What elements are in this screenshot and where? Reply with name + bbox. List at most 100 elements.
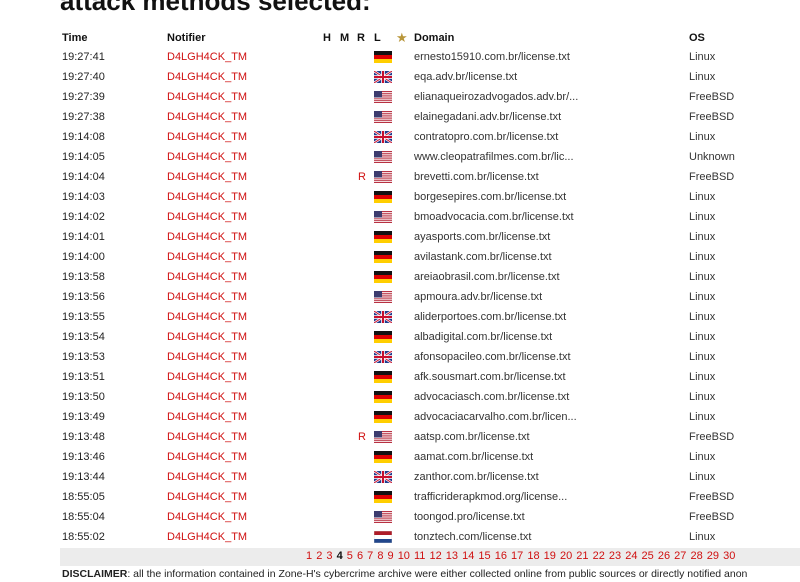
- page-link-20[interactable]: 20: [559, 550, 573, 562]
- page-link-2[interactable]: 2: [316, 550, 323, 562]
- column-header-os[interactable]: OS: [689, 32, 705, 44]
- row-notifier-link[interactable]: D4LGH4CK_TM: [167, 491, 297, 503]
- row-notifier-link[interactable]: D4LGH4CK_TM: [167, 511, 297, 523]
- page-link-10[interactable]: 10: [397, 550, 410, 562]
- page-link-22[interactable]: 22: [592, 550, 605, 562]
- notifier-link-text[interactable]: D4LGH4CK_TM: [167, 351, 248, 363]
- column-header-time[interactable]: Time: [62, 32, 88, 44]
- row-notifier-link[interactable]: D4LGH4CK_TM: [167, 91, 297, 103]
- page-link-9[interactable]: 9: [387, 550, 394, 562]
- row-notifier-link[interactable]: D4LGH4CK_TM: [167, 231, 297, 243]
- page-link-15[interactable]: 15: [478, 550, 491, 562]
- row-notifier-link[interactable]: D4LGH4CK_TM: [167, 291, 297, 303]
- notifier-link-text[interactable]: D4LGH4CK_TM: [167, 151, 248, 163]
- notifier-link-text[interactable]: D4LGH4CK_TM: [167, 411, 248, 423]
- page-link-16[interactable]: 16: [494, 550, 507, 562]
- row-notifier-link[interactable]: D4LGH4CK_TM: [167, 271, 297, 283]
- notifier-link-text[interactable]: D4LGH4CK_TM: [167, 91, 248, 103]
- row-notifier-link[interactable]: D4LGH4CK_TM: [167, 411, 297, 423]
- page-link-18[interactable]: 18: [527, 550, 540, 562]
- notifier-link-text[interactable]: D4LGH4CK_TM: [167, 111, 248, 123]
- notifier-link-text[interactable]: D4LGH4CK_TM: [167, 51, 248, 63]
- column-header-notifier[interactable]: Notifier: [167, 32, 206, 44]
- row-notifier-link[interactable]: D4LGH4CK_TM: [167, 331, 297, 343]
- page-link-21[interactable]: 21: [576, 550, 589, 562]
- page-link-30[interactable]: 30: [723, 550, 736, 562]
- row-notifier-link[interactable]: D4LGH4CK_TM: [167, 451, 297, 463]
- row-time: 19:13:44: [62, 471, 105, 483]
- notifier-link-text[interactable]: D4LGH4CK_TM: [167, 271, 248, 283]
- notifier-link-text[interactable]: D4LGH4CK_TM: [167, 371, 248, 383]
- page-link-12[interactable]: 12: [429, 550, 442, 562]
- notifier-link-text[interactable]: D4LGH4CK_TM: [167, 331, 248, 343]
- page-link-24[interactable]: 24: [625, 550, 638, 562]
- row-redefacement-flag: R: [358, 431, 366, 443]
- page-link-3[interactable]: 3: [326, 550, 333, 562]
- row-notifier-link[interactable]: D4LGH4CK_TM: [167, 311, 297, 323]
- notifier-link-text[interactable]: D4LGH4CK_TM: [167, 431, 248, 443]
- page-link-29[interactable]: 29: [706, 550, 720, 562]
- country-flag-icon: [374, 191, 392, 203]
- notifier-link-text[interactable]: D4LGH4CK_TM: [167, 471, 248, 483]
- row-notifier-link[interactable]: D4LGH4CK_TM: [167, 371, 297, 383]
- notifier-link-text[interactable]: D4LGH4CK_TM: [167, 451, 248, 463]
- notifier-link-text[interactable]: D4LGH4CK_TM: [167, 231, 248, 243]
- table-row: 18:55:04 D4LGH4CK_TM toongod.pro/license.t…: [0, 507, 800, 527]
- page-link-7[interactable]: 7: [367, 550, 374, 562]
- notifier-link-text[interactable]: D4LGH4CK_TM: [167, 191, 248, 203]
- notifier-link-text[interactable]: D4LGH4CK_TM: [167, 171, 248, 183]
- country-flag-icon: [374, 211, 392, 223]
- row-notifier-link[interactable]: D4LGH4CK_TM: [167, 531, 297, 543]
- page-link-23[interactable]: 23: [608, 550, 622, 562]
- row-notifier-link[interactable]: D4LGH4CK_TM: [167, 71, 297, 83]
- row-notifier-link[interactable]: D4LGH4CK_TM: [167, 151, 297, 163]
- column-header-homepage: H: [323, 32, 331, 44]
- row-time: 19:13:58: [62, 271, 105, 283]
- notifier-link-text[interactable]: D4LGH4CK_TM: [167, 511, 248, 523]
- row-notifier-link[interactable]: D4LGH4CK_TM: [167, 131, 297, 143]
- notifier-link-text[interactable]: D4LGH4CK_TM: [167, 251, 248, 263]
- page-link-19[interactable]: 19: [543, 550, 556, 562]
- row-os: FreeBSD: [689, 511, 735, 523]
- page-link-8[interactable]: 8: [377, 550, 384, 562]
- row-time: 19:13:50: [62, 391, 105, 403]
- row-notifier-link[interactable]: D4LGH4CK_TM: [167, 431, 297, 443]
- row-notifier-link[interactable]: D4LGH4CK_TM: [167, 471, 297, 483]
- row-notifier-link[interactable]: D4LGH4CK_TM: [167, 211, 297, 223]
- row-domain: albadigital.com.br/license.txt: [414, 331, 553, 343]
- row-notifier-link[interactable]: D4LGH4CK_TM: [167, 111, 297, 123]
- notifier-link-text[interactable]: D4LGH4CK_TM: [167, 391, 248, 403]
- page-link-6[interactable]: 6: [356, 550, 364, 562]
- page-link-4[interactable]: 4: [336, 550, 343, 562]
- row-notifier-link[interactable]: D4LGH4CK_TM: [167, 251, 297, 263]
- page-link-17[interactable]: 17: [511, 550, 524, 562]
- notifier-link-text[interactable]: D4LGH4CK_TM: [167, 291, 248, 303]
- page-link-27[interactable]: 27: [674, 550, 687, 562]
- notifier-link-text[interactable]: D4LGH4CK_TM: [167, 311, 248, 323]
- notifier-link-text[interactable]: D4LGH4CK_TM: [167, 71, 248, 83]
- row-notifier-link[interactable]: D4LGH4CK_TM: [167, 171, 297, 183]
- notifier-link-text[interactable]: D4LGH4CK_TM: [167, 491, 248, 503]
- row-notifier-link[interactable]: D4LGH4CK_TM: [167, 191, 297, 203]
- notifier-link-text[interactable]: D4LGH4CK_TM: [167, 131, 248, 143]
- notifier-link-text[interactable]: D4LGH4CK_TM: [167, 531, 248, 543]
- country-flag-icon: [373, 130, 393, 144]
- page-link-25[interactable]: 25: [641, 550, 654, 562]
- page-link-1[interactable]: 1: [306, 550, 313, 562]
- row-notifier-link[interactable]: D4LGH4CK_TM: [167, 51, 297, 63]
- page-link-5[interactable]: 5: [346, 550, 353, 562]
- page-link-11[interactable]: 11: [414, 550, 426, 562]
- notifier-link-text[interactable]: D4LGH4CK_TM: [167, 211, 248, 223]
- table-row: 19:13:55 D4LGH4CK_TM aliderportoes.com.br/…: [0, 307, 800, 327]
- table-row: 19:14:05 D4LGH4CK_TM www.cleopatrafilmes.c…: [0, 147, 800, 167]
- page-link-26[interactable]: 26: [657, 550, 671, 562]
- column-header-domain[interactable]: Domain: [414, 32, 455, 44]
- table-row: 19:13:49 D4LGH4CK_TM advocaciacarvalho.com…: [0, 407, 800, 427]
- row-notifier-link[interactable]: D4LGH4CK_TM: [167, 391, 297, 403]
- page-link-28[interactable]: 28: [690, 550, 703, 562]
- table-row: 19:13:51 D4LGH4CK_TM afk.sousmart.com.br/l…: [0, 367, 800, 387]
- row-notifier-link[interactable]: D4LGH4CK_TM: [167, 351, 297, 363]
- page-link-14[interactable]: 14: [462, 550, 475, 562]
- page-link-13[interactable]: 13: [445, 550, 459, 562]
